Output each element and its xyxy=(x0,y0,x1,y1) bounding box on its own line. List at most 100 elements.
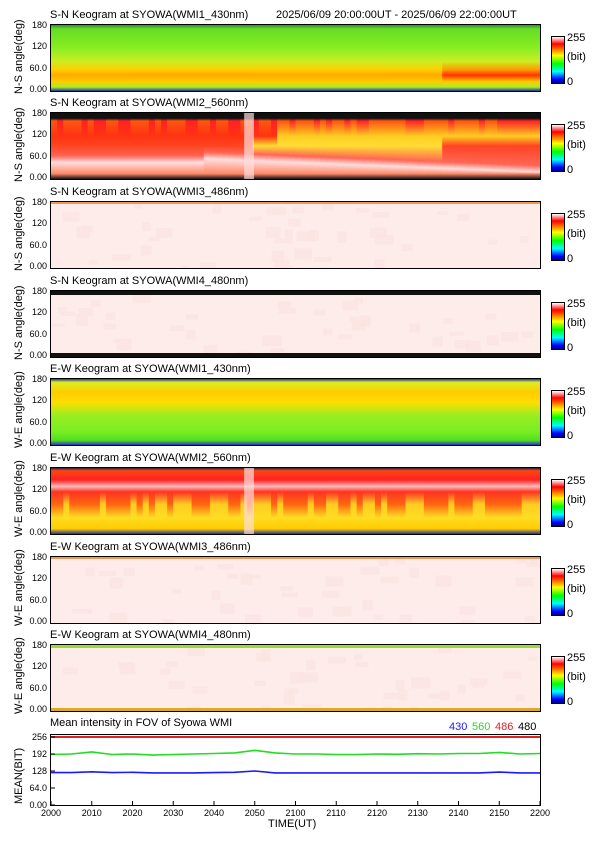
y-tick-label: 60.0 xyxy=(29,682,47,693)
mean-y-tick-label: 192 xyxy=(31,749,47,759)
mean-y-tick-label: 64.0 xyxy=(29,783,47,793)
series-line-560 xyxy=(50,749,541,756)
time-range: 2025/06/09 20:00:00UT - 2025/06/09 22:00… xyxy=(276,9,517,21)
colorbar-min: 0 xyxy=(567,164,574,176)
mean-y-tick-label: 0.00 xyxy=(29,800,47,810)
y-tick-label: 60.0 xyxy=(29,416,47,427)
keogram-image xyxy=(51,291,540,357)
panel-title: S-N Keogram at SYOWA(WMI4_480nm) xyxy=(50,275,249,287)
panel-title: E-W Keogram at SYOWA(WMI4_480nm) xyxy=(50,629,251,641)
keogram-image xyxy=(51,202,540,268)
y-tick-label: 120 xyxy=(31,218,47,229)
colorbar-unit: (bit) xyxy=(567,405,586,417)
y-tick-label: 120 xyxy=(31,395,47,406)
x-tick-label: 2100 xyxy=(285,808,306,818)
colorbar xyxy=(551,479,565,527)
y-tick-label: 0.00 xyxy=(29,350,47,360)
mean-y-axis-label: MEAN(BIT) xyxy=(13,747,25,804)
y-tick-label: 180 xyxy=(31,20,47,30)
x-tick-label: 2130 xyxy=(407,808,428,818)
keogram-panel xyxy=(50,290,541,358)
colorbar-min: 0 xyxy=(567,253,574,265)
mean-y-tick-label: 128 xyxy=(31,766,47,776)
colorbar-min: 0 xyxy=(567,342,574,354)
y-axis-label: W-E angle(deg) xyxy=(13,460,25,537)
keogram-image xyxy=(51,379,540,445)
x-tick-label: 2010 xyxy=(81,808,102,818)
colorbar xyxy=(551,124,565,172)
y-tick-label: 120 xyxy=(31,661,47,672)
panel-title: E-W Keogram at SYOWA(WMI1_430nm) xyxy=(50,363,251,375)
y-tick-label: 180 xyxy=(31,374,47,384)
y-tick-label: 60.0 xyxy=(29,505,47,516)
y-tick-label: 180 xyxy=(31,197,47,207)
y-tick-label: 60.0 xyxy=(29,328,47,339)
series-line-430 xyxy=(51,770,540,774)
y-tick-label: 0.00 xyxy=(29,261,47,271)
y-tick-label: 180 xyxy=(31,286,47,296)
y-tick-label: 0.00 xyxy=(29,527,47,537)
y-tick-label: 180 xyxy=(31,463,47,473)
colorbar xyxy=(551,656,565,704)
panel-title: S-N Keogram at SYOWA(WMI1_430nm) xyxy=(50,9,249,21)
y-axis-label: W-E angle(deg) xyxy=(13,637,25,714)
x-tick-label: 2030 xyxy=(163,808,184,818)
x-tick-label: 2000 xyxy=(41,808,62,818)
x-tick-label: 2020 xyxy=(122,808,143,818)
y-tick-label: 180 xyxy=(31,640,47,650)
x-tick-label: 2120 xyxy=(367,808,388,818)
x-tick-label: 2140 xyxy=(448,808,469,818)
colorbar-max: 255 xyxy=(567,564,586,576)
colorbar xyxy=(551,36,565,84)
y-tick-label: 120 xyxy=(31,307,47,318)
legend-entry: 430 xyxy=(449,721,468,733)
keogram-panel xyxy=(50,112,541,180)
keogram-image xyxy=(51,468,540,534)
y-axis-label: N-S angle(deg) xyxy=(13,196,25,271)
x-tick-label: 2200 xyxy=(530,808,551,818)
keogram-panel xyxy=(50,556,541,624)
colorbar-min: 0 xyxy=(567,76,574,88)
colorbar-unit: (bit) xyxy=(567,494,586,506)
y-tick-label: 0.00 xyxy=(29,616,47,626)
y-tick-label: 120 xyxy=(31,573,47,584)
colorbar-max: 255 xyxy=(567,386,586,398)
y-tick-label: 60.0 xyxy=(29,150,47,161)
y-tick-label: 180 xyxy=(31,552,47,562)
colorbar-unit: (bit) xyxy=(567,139,586,151)
colorbar xyxy=(551,213,565,261)
x-tick-label: 2110 xyxy=(326,808,346,818)
y-tick-label: 0.00 xyxy=(29,172,47,182)
colorbar-max: 255 xyxy=(567,475,586,487)
y-tick-label: 0.00 xyxy=(29,438,47,448)
y-tick-label: 120 xyxy=(31,41,47,52)
y-tick-label: 60.0 xyxy=(29,594,47,605)
y-tick-label: 0.00 xyxy=(29,704,47,714)
mean-chart-frame xyxy=(50,734,541,806)
keogram-image xyxy=(51,645,540,711)
panel-title: S-N Keogram at SYOWA(WMI2_560nm) xyxy=(50,97,249,109)
colorbar-unit: (bit) xyxy=(567,228,586,240)
colorbar-unit: (bit) xyxy=(567,51,586,63)
legend-entry: 560 xyxy=(472,721,491,733)
y-axis-label: N-S angle(deg) xyxy=(13,19,25,94)
x-tick-label: 2040 xyxy=(204,808,225,818)
x-tick-label: 2150 xyxy=(489,808,510,818)
panel-title: S-N Keogram at SYOWA(WMI3_486nm) xyxy=(50,186,249,198)
colorbar xyxy=(551,302,565,350)
keogram-panel xyxy=(50,378,541,446)
colorbar-unit: (bit) xyxy=(567,317,586,329)
colorbar-min: 0 xyxy=(567,696,574,708)
colorbar-max: 255 xyxy=(567,209,586,221)
y-tick-label: 0.00 xyxy=(29,84,47,94)
keogram-image xyxy=(51,557,540,623)
legend-entry: 480 xyxy=(518,721,537,733)
keogram-image xyxy=(51,25,540,91)
panel-title: E-W Keogram at SYOWA(WMI3_486nm) xyxy=(50,541,251,553)
mean-y-tick-label: 256 xyxy=(31,732,47,742)
colorbar xyxy=(551,568,565,616)
y-tick-label: 120 xyxy=(31,484,47,495)
colorbar-max: 255 xyxy=(567,32,586,44)
keogram-panel xyxy=(50,24,541,92)
